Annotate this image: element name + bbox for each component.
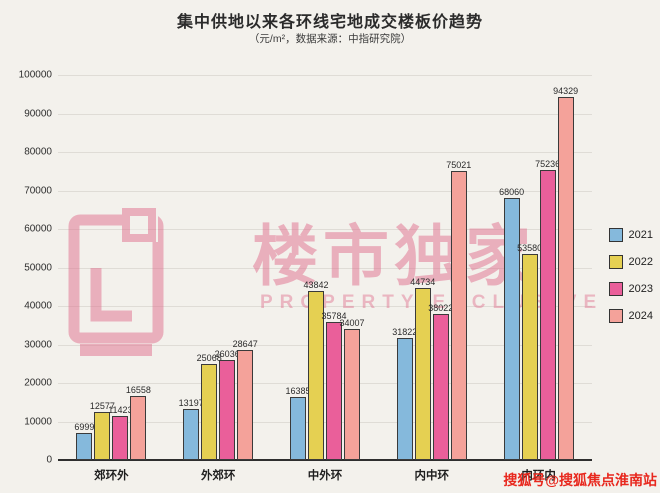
bar-value-label: 6999 (74, 422, 95, 433)
bar-2024-内环内: 94329 (553, 86, 578, 460)
y-axis-tick-label: 30000 (24, 339, 52, 350)
bar-value-label: 43842 (303, 280, 329, 291)
bar-2023-中外环: 35784 (321, 311, 347, 460)
bar-value-label: 16558 (125, 385, 151, 396)
y-axis-tick-label: 0 (46, 454, 52, 466)
bar-value-label: 94329 (553, 85, 579, 96)
bar-2023-外郊环: 26036 (215, 349, 240, 460)
legend-item-2024: 2024 (608, 309, 653, 323)
legend-label: 2021 (628, 229, 653, 241)
y-axis-tick-label: 100000 (18, 69, 52, 81)
y-axis-tick-label: 70000 (24, 185, 52, 196)
x-axis-line (58, 459, 592, 461)
legend-item-2021: 2021 (608, 228, 653, 242)
gridline (58, 152, 592, 153)
sohu-watermark: 搜狐号@搜狐焦点淮南站 (503, 472, 657, 488)
bar-2021-内环内: 68060 (499, 187, 524, 460)
gridline (58, 344, 592, 346)
bar-2022-内中环: 44734 (410, 277, 435, 460)
bar-value-label: 44734 (410, 276, 436, 287)
gridline (58, 229, 592, 230)
bar-value-label: 53580 (517, 242, 543, 253)
bar-value-label: 26036 (214, 348, 240, 359)
bar-value-label: 75236 (535, 159, 561, 170)
legend-label: 2022 (628, 256, 653, 268)
bar-value-label: 25068 (196, 352, 222, 363)
legend-label: 2024 (628, 310, 653, 322)
plot-area: 6999 12577 11423 16558 13197 25068 26036 28647 1… (19, 70, 592, 482)
x-axis-labels: 郊环外 外郊环 中外环 内中环 内环内 (58, 467, 592, 483)
legend-item-2022: 2022 (608, 255, 653, 269)
bar-value-label: 38022 (428, 302, 454, 313)
bar-value-label: 34007 (339, 318, 365, 329)
legend-item-2023: 2023 (608, 282, 653, 296)
legend-swatch-2024 (608, 309, 623, 323)
bar-value-label: 35784 (321, 311, 347, 322)
y-axis-tick-label: 40000 (24, 300, 52, 312)
bar-2024-内中环: 75021 (446, 160, 471, 460)
x-axis-category-label: 外郊环 (200, 470, 236, 482)
gridline (58, 306, 592, 307)
gridline (58, 190, 592, 192)
x-axis-category-label: 中外环 (307, 470, 343, 482)
bar-2022-中外环: 43842 (303, 280, 329, 460)
bar-groups: 6999 12577 11423 16558 13197 25068 26036 28647 1… (58, 75, 592, 460)
legend: 2021 2022 2023 2024 (608, 228, 653, 323)
x-axis-category-label: 内中环 (414, 470, 450, 482)
bar-2024-外郊环: 28647 (233, 339, 258, 460)
gridline (58, 113, 592, 115)
bar-2021-外郊环: 13197 (179, 398, 204, 460)
bar-group-郊环外: 6999 12577 11423 16558 (74, 385, 151, 460)
bar-value-label: 11423 (108, 405, 133, 416)
y-axis-tick-label: 50000 (24, 262, 52, 273)
legend-swatch-2021 (608, 228, 623, 242)
gridline (58, 383, 592, 384)
bar-2022-郊环外: 12577 (90, 401, 115, 460)
bar-2024-郊环外: 16558 (126, 385, 151, 460)
x-axis-category-label: 内环内 (521, 470, 556, 482)
legend-label: 2023 (628, 283, 653, 295)
legend-swatch-2023 (608, 282, 623, 296)
y-axis-tick-label: 80000 (24, 146, 52, 158)
gridline (58, 75, 592, 76)
legend-swatch-2022 (608, 255, 623, 269)
bar-group-外郊环: 13197 25068 26036 28647 (179, 339, 258, 460)
gridline (58, 267, 592, 269)
bar-group-内中环: 31822 44734 38022 75021 (392, 160, 471, 460)
y-axis-tick-label: 10000 (24, 416, 52, 427)
x-axis-category-label: 郊环外 (94, 470, 129, 482)
bar-value-label: 75021 (446, 160, 472, 171)
bar-group-内环内: 68060 53580 75236 94329 (499, 86, 578, 460)
bar-value-label: 12577 (89, 400, 115, 411)
bar-value-label: 16385 (285, 385, 311, 396)
y-axis-tick-label: 60000 (24, 223, 52, 235)
bar-value-label: 68060 (499, 186, 525, 197)
gridline (58, 421, 592, 423)
chart-subtitle: （元/m²，数据来源：中指研究院） (248, 33, 412, 45)
bar-2022-内环内: 53580 (517, 243, 542, 460)
bar-value-label: 13197 (178, 398, 204, 409)
bar-value-label: 28647 (232, 338, 258, 349)
bar-2022-外郊环: 25068 (197, 353, 222, 460)
bar-2021-郊环外: 6999 (74, 422, 94, 460)
y-axis-tick-label: 20000 (24, 377, 52, 389)
bar-2023-内中环: 38022 (428, 303, 453, 460)
bar-group-中外环: 16385 43842 35784 34007 (285, 280, 365, 460)
bar-2021-内中环: 31822 (392, 327, 417, 460)
bar-2021-中外环: 16385 (285, 386, 311, 460)
chart-title: 集中供地以来各环线宅地成交楼板价趋势 (176, 14, 483, 31)
y-axis-tick-label: 90000 (24, 108, 52, 119)
bar-2024-中外环: 34007 (339, 318, 365, 460)
bar-2023-郊环外: 11423 (108, 405, 133, 460)
bar-2023-内环内: 75236 (535, 159, 560, 460)
bar-value-label: 31822 (392, 326, 418, 337)
